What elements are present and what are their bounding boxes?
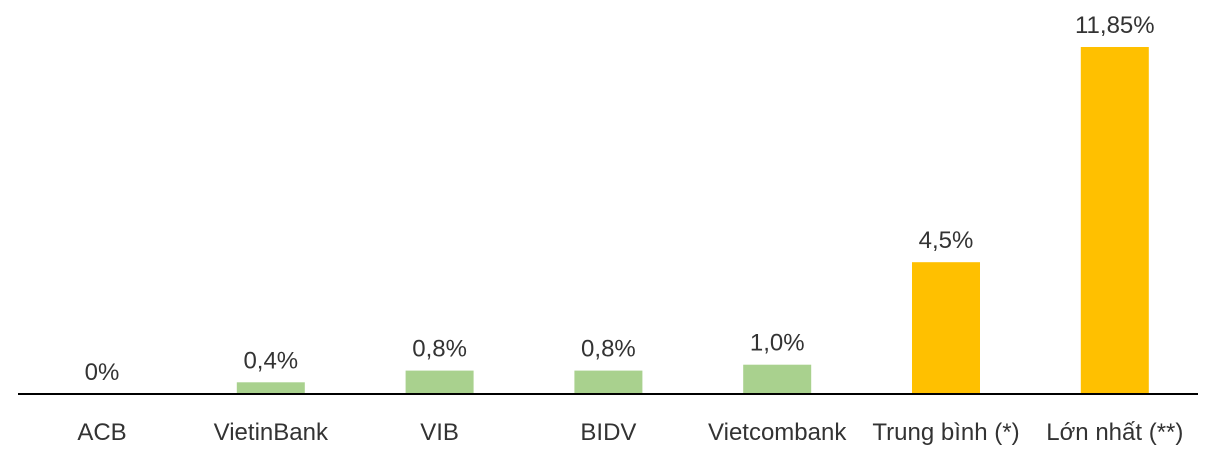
bar-bidv <box>574 370 643 394</box>
bar-vib <box>405 370 474 394</box>
bars-group <box>236 47 1149 394</box>
value-labels-group: 0% 0,4% 0,8% 0,8% 1,0% 4,5% 11,85% <box>85 12 1155 386</box>
category-labels-group: ACB VietinBank VIB BIDV Vietcombank Trung bìn… <box>77 419 1183 446</box>
value-label-bidv: 0,8% <box>581 336 636 363</box>
value-label-acb: 0% <box>85 359 120 386</box>
bar-vietinbank <box>236 382 305 394</box>
value-label-trung-b-nh: 4,5% <box>919 227 974 254</box>
category-label-vietcombank: Vietcombank <box>708 419 847 446</box>
category-label-trung-b-nh: Trung bình (*) <box>872 419 1019 446</box>
value-label-vietcombank: 1,0% <box>750 330 805 357</box>
value-label-vietinbank: 0,4% <box>243 347 298 374</box>
category-label-bidv: BIDV <box>580 419 636 446</box>
category-label-vietinbank: VietinBank <box>214 419 329 446</box>
category-label-vib: VIB <box>420 419 459 446</box>
category-label-l-n-nh-t: Lớn nhất (**) <box>1046 419 1183 446</box>
value-label-vib: 0,8% <box>412 336 467 363</box>
bar-l-n-nh-t <box>1080 47 1149 394</box>
category-label-acb: ACB <box>77 419 126 446</box>
bar-trung-b-nh <box>912 262 980 394</box>
value-label-l-n-nh-t: 11,85% <box>1075 12 1155 39</box>
bar-vietcombank <box>743 364 812 394</box>
